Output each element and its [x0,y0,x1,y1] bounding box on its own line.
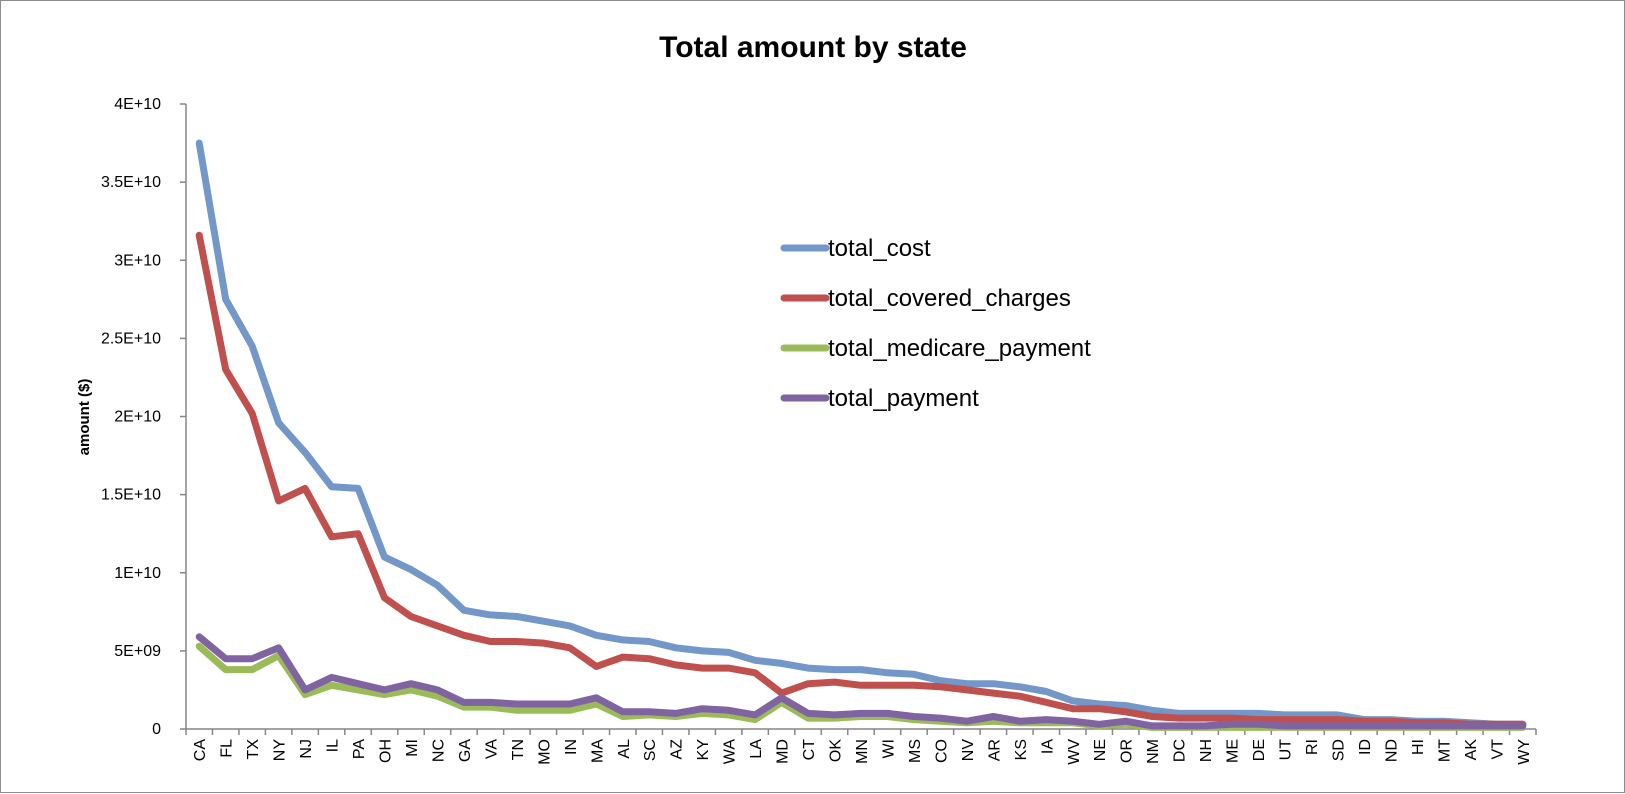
x-tick-label: WI [880,739,897,759]
x-tick-label: AR [986,739,1003,761]
legend-label: total_covered_charges [828,285,1071,312]
x-tick-label: WA [722,739,739,765]
x-tick-label: TN [510,739,527,760]
y-tick-label: 2.5E+10 [101,330,161,347]
x-tick-label: DE [1251,739,1268,761]
chart-title: Total amount by state [659,31,967,64]
x-tick-label: NJ [298,739,315,759]
y-axis-label: amount ($) [76,379,93,456]
legend-label: total_payment [828,385,979,412]
y-tick-label: 2E+10 [114,409,161,426]
x-tick-label: NE [1092,739,1109,761]
x-tick-label: OR [1119,739,1136,763]
x-tick-label: MN [854,739,871,764]
x-tick-label: SC [642,739,659,761]
x-tick-label: UT [1278,739,1295,761]
x-tick-label: IL [325,739,342,752]
y-tick-label: 0 [152,721,161,738]
y-tick-label: 3E+10 [114,252,161,269]
x-tick-label: MS [907,739,924,763]
x-tick-label: MA [589,739,606,763]
x-tick-label: CO [933,739,950,763]
x-tick-label: ME [1225,739,1242,763]
x-tick-label: VA [483,739,500,759]
x-tick-label: DC [1172,739,1189,762]
x-tick-label: MD [775,739,792,764]
series-line-total-cost [195,139,1527,728]
x-tick-label: AZ [669,739,686,760]
x-tick-label: FL [219,739,236,758]
x-tick-label: GA [457,739,474,762]
x-tick-label: HI [1410,739,1427,755]
x-tick-label: ID [1357,739,1374,755]
x-tick-label: VT [1489,739,1506,760]
x-tick-label: MO [536,739,553,765]
x-tick-label: AK [1463,739,1480,761]
x-tick-label: MI [404,739,421,757]
x-tick-label: WV [1066,739,1083,765]
x-tick-label: NY [272,739,289,762]
y-tick-label: 4E+10 [114,96,161,113]
x-tick-label: SD [1330,739,1347,761]
legend: total_cost total_covered_charges total_med… [780,235,1091,412]
x-tick-label: TX [245,739,262,760]
x-tick-label: IN [563,739,580,755]
y-tick-group: 0 5E+09 1E+10 1.5E+10 2E+10 2.5E+10 3E+10 3.5E+… [101,96,186,738]
x-tick-label: RI [1304,739,1321,755]
x-tick-label: NV [960,739,977,762]
x-tick-label: PA [351,739,368,759]
legend-label: total_cost [828,235,931,262]
y-tick-label: 1.5E+10 [101,487,161,504]
legend-label: total_medicare_payment [828,335,1091,362]
x-tick-label: KS [1013,739,1030,760]
x-tick-label: NC [430,739,447,762]
x-tick-label: NH [1198,739,1215,762]
x-tick-label: NM [1145,739,1162,764]
series-line-total-payment [195,633,1527,730]
y-tick-label: 3.5E+10 [101,174,161,191]
series-group [195,139,1527,731]
x-tick-label: LA [748,739,765,759]
x-tick-label: MT [1436,739,1453,762]
x-tick-group: CA FL TX NY NJ IL PA OH MI NC GA VA TN MO IN MA AL SC AZ KY… [185,729,1537,765]
x-tick-label: CT [801,739,818,761]
x-tick-label: OK [828,739,845,762]
y-tick-label: 5E+09 [114,643,161,660]
x-tick-label: OH [378,739,395,763]
x-tick-label: CA [192,739,209,762]
x-tick-label: AL [616,739,633,759]
x-tick-label: WY [1516,739,1533,765]
series-line-total-covered-charges [195,231,1527,728]
x-tick-label: KY [695,739,712,761]
y-tick-label: 1E+10 [114,565,161,582]
x-tick-label: ND [1383,739,1400,762]
x-tick-label: IA [1039,739,1056,754]
